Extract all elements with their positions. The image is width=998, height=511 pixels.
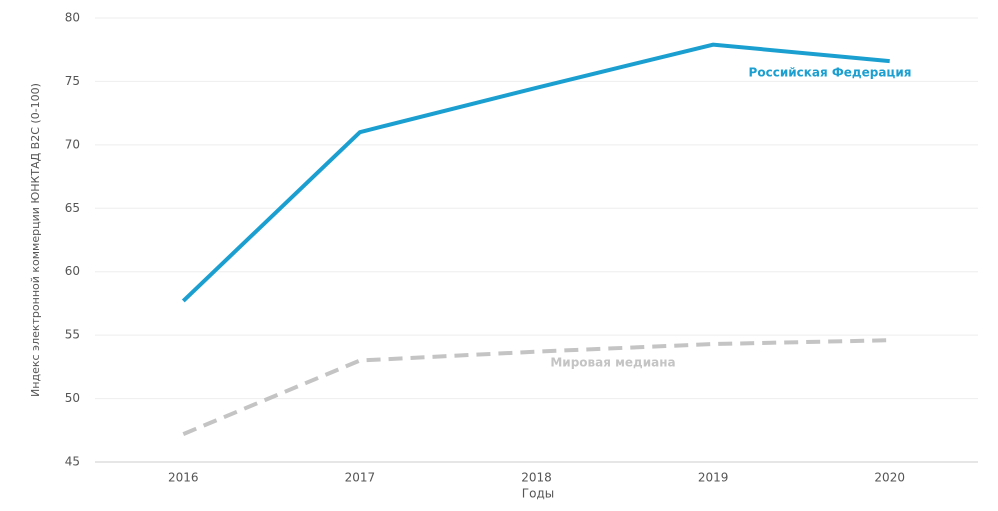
x-tick-label: 2020 [874,471,905,485]
x-axis-label: Годы [522,487,554,501]
series-line [181,42,890,303]
y-tick-label: 75 [65,74,80,88]
x-tick-label: 2019 [698,471,729,485]
y-tick-label: 60 [65,264,80,278]
x-tick-label: 2016 [168,471,199,485]
x-tick-label: 2017 [345,471,376,485]
y-tick-label: 65 [65,201,80,215]
y-tick-label: 50 [65,391,80,405]
y-tick-label: 45 [65,455,80,469]
series-line [182,338,890,436]
series-label: Мировая медиана [550,356,675,370]
series-label: Российская Федерация [749,66,912,80]
y-axis-label: Индекс электронной коммерции ЮНКТАД B2C … [29,83,42,397]
x-tick-label: 2018 [521,471,552,485]
y-tick-label: 55 [65,328,80,342]
y-tick-label: 80 [65,11,80,25]
y-tick-label: 70 [65,137,80,151]
